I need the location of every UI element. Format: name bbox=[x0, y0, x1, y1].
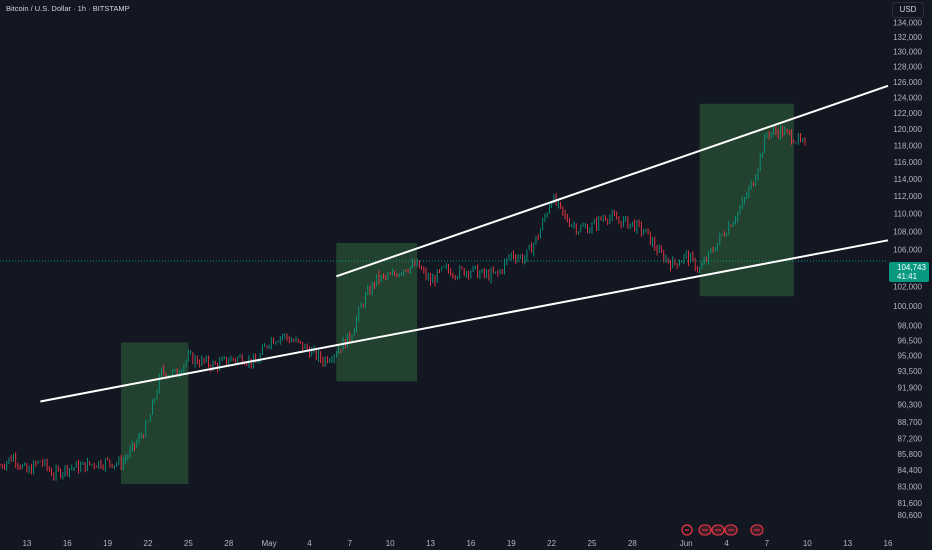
price-tick-label: 108,000 bbox=[893, 227, 922, 236]
time-axis: 13 16 19 22 25 28 May 4 7 10 13 16 19 22 25 28 Jun 4 7 10 13… bbox=[22, 539, 893, 548]
price-tick-label: 128,000 bbox=[893, 63, 922, 72]
earnings-icon bbox=[750, 524, 764, 536]
price-tick-label: 122,000 bbox=[893, 109, 922, 118]
price-tick-label: 110,000 bbox=[894, 210, 923, 219]
price-tick-label: 87,200 bbox=[898, 435, 923, 444]
time-tick-label: 19 bbox=[507, 539, 516, 548]
candle-series bbox=[0, 125, 806, 481]
time-tick-label: 13 bbox=[426, 539, 435, 548]
highlight-box bbox=[121, 342, 189, 485]
trendlines bbox=[40, 84, 889, 403]
price-tick-label: 80,600 bbox=[898, 511, 923, 520]
price-tick-label: 106,000 bbox=[893, 245, 922, 254]
dividend-icon bbox=[681, 524, 693, 536]
time-tick-label: 7 bbox=[348, 539, 353, 548]
highlight-box bbox=[336, 243, 418, 382]
time-tick-label: 7 bbox=[765, 539, 770, 548]
price-tick-label: 88,700 bbox=[898, 418, 923, 427]
price-axis: 134,000 132,000 130,000 128,000 126,000 124,0… bbox=[893, 18, 922, 519]
price-tick-label: 134,000 bbox=[893, 18, 922, 27]
currency-button[interactable]: USD bbox=[892, 2, 924, 18]
time-tick-label: 28 bbox=[628, 539, 637, 548]
dividend-icon-ring bbox=[681, 524, 693, 536]
symbol-title[interactable]: Bitcoin / U.S. Dollar · 1h · BITSTAMP bbox=[6, 4, 130, 13]
highlight-boxes bbox=[121, 103, 794, 485]
price-tick-label: 83,000 bbox=[898, 482, 923, 491]
time-tick-label: 28 bbox=[224, 539, 233, 548]
trendline bbox=[40, 239, 889, 403]
time-tick-label: 25 bbox=[588, 539, 597, 548]
event-markers bbox=[681, 524, 764, 536]
time-tick-label: 10 bbox=[803, 539, 812, 548]
time-tick-label: 16 bbox=[63, 539, 72, 548]
price-tick-label: 124,000 bbox=[893, 93, 922, 102]
price-tick-label: 118,000 bbox=[894, 142, 923, 151]
price-tick-label: 95,000 bbox=[898, 352, 923, 361]
time-tick-label: May bbox=[262, 539, 277, 548]
price-tick-label: 91,900 bbox=[898, 384, 923, 393]
price-tick-label: 102,000 bbox=[893, 283, 922, 292]
time-tick-label: 16 bbox=[466, 539, 475, 548]
time-tick-label: 16 bbox=[884, 539, 893, 548]
price-tick-label: 132,000 bbox=[893, 33, 922, 42]
price-tick-label: 130,000 bbox=[893, 48, 922, 57]
time-tick-label: 19 bbox=[103, 539, 112, 548]
bar-countdown: 41:41 bbox=[897, 272, 918, 281]
price-tick-label: 116,000 bbox=[894, 158, 923, 167]
time-tick-label: 4 bbox=[307, 539, 312, 548]
price-tick-label: 112,000 bbox=[894, 192, 923, 201]
time-tick-label: 25 bbox=[184, 539, 193, 548]
time-tick-label: 13 bbox=[22, 539, 31, 548]
price-tick-label: 126,000 bbox=[893, 78, 922, 87]
price-tick-label: 90,300 bbox=[898, 401, 923, 410]
time-tick-label: 22 bbox=[547, 539, 556, 548]
price-tick-label: 81,600 bbox=[898, 499, 923, 508]
time-tick-label: 22 bbox=[144, 539, 153, 548]
price-tick-label: 96,500 bbox=[898, 336, 923, 345]
price-tick-label: 84,400 bbox=[898, 466, 923, 475]
earnings-icon bbox=[698, 524, 712, 536]
price-tick-label: 85,800 bbox=[898, 450, 923, 459]
time-tick-label: 10 bbox=[386, 539, 395, 548]
price-tick-label: 120,000 bbox=[893, 125, 922, 134]
time-tick-label: 4 bbox=[724, 539, 729, 548]
price-tick-label: 114,000 bbox=[894, 175, 923, 184]
earnings-icon bbox=[711, 524, 725, 536]
last-price-value: 104,743 bbox=[897, 263, 926, 272]
price-tick-label: 100,000 bbox=[893, 302, 922, 311]
time-tick-label: Jun bbox=[680, 539, 693, 548]
earnings-icon bbox=[724, 524, 738, 536]
price-tick-label: 98,000 bbox=[898, 321, 923, 330]
time-tick-label: 13 bbox=[843, 539, 852, 548]
trendline bbox=[336, 84, 889, 278]
last-price-tag: 104,743 41:41 bbox=[889, 262, 929, 282]
price-tick-label: 93,500 bbox=[898, 367, 923, 376]
